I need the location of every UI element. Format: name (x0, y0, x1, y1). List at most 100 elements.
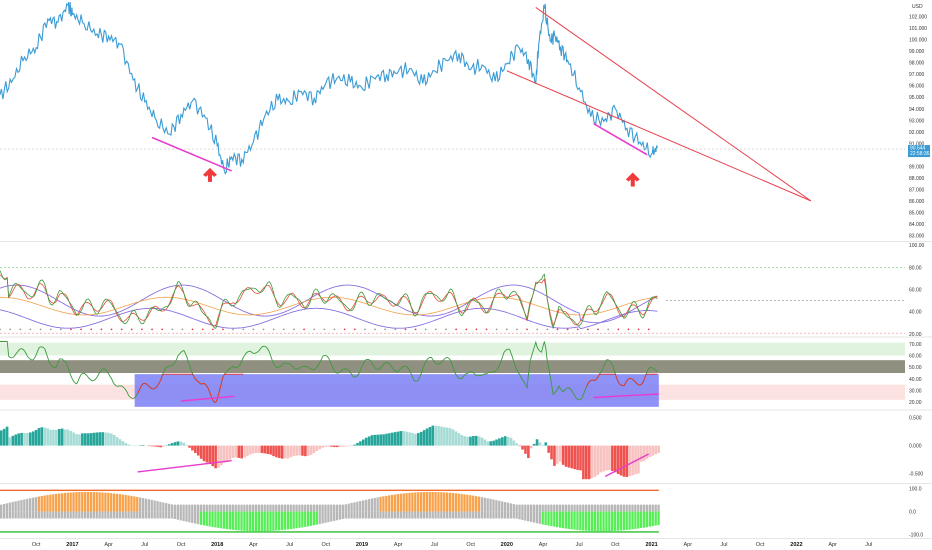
osc-signal-dot (252, 328, 255, 331)
price-divergence-line-2018 (151, 136, 232, 172)
histogram-bar (60, 428, 64, 446)
bottom-bar-lower (318, 511, 321, 525)
bottom-bar-upper (254, 504, 258, 512)
bottom-bar-lower (75, 511, 78, 519)
bottom-bar-upper (608, 504, 611, 512)
histogram-bar (49, 429, 52, 446)
bottom-bar-lower (529, 511, 533, 522)
bottom-bar-lower (110, 511, 113, 519)
bottom-bar-lower (570, 511, 573, 530)
histogram-bar (251, 445, 255, 454)
up-arrow-icon (202, 167, 217, 182)
bottom-bar-lower (249, 511, 252, 532)
osc-tick-label: 60.00 (909, 288, 922, 294)
histogram-bar (587, 445, 591, 480)
bottom-bar-upper (170, 504, 174, 512)
bottom-bar-lower (127, 511, 130, 519)
osc-signal-dot (293, 328, 295, 331)
bottom-bar-upper (474, 496, 478, 512)
osc-signal-dot (647, 328, 650, 331)
bottom-bar-lower (8, 511, 12, 519)
wedge-lower-trendline (506, 70, 812, 202)
price-tick-label: 96.000 (909, 84, 925, 90)
up-arrow-icon (625, 172, 640, 187)
histogram-bar (263, 445, 267, 454)
bottom-bar-upper (570, 504, 573, 512)
bottom-bar-upper (81, 491, 84, 512)
bottom-bar-lower (101, 511, 104, 519)
bottom-bar-upper (503, 502, 507, 512)
bottom-bar-lower (52, 511, 55, 519)
bottom-bar-upper (561, 504, 565, 512)
bottom-bar-lower (347, 511, 350, 519)
bottom-bar-upper (243, 504, 246, 512)
osc-signal-dot (70, 328, 72, 331)
rsi-tick-label: 30.00 (909, 389, 922, 395)
bottom-bar-upper (196, 504, 200, 512)
histogram-bar (220, 445, 223, 466)
bottom-bar-upper (506, 502, 510, 512)
bottom-bar-upper (593, 504, 596, 512)
histogram-bar (619, 445, 623, 476)
bottom-bar-upper (266, 504, 269, 512)
bottom-bar-lower (344, 511, 347, 519)
bottom-bar-lower (5, 511, 9, 519)
bottom-bar-upper (486, 498, 489, 512)
bottom-bar-upper (260, 504, 263, 512)
bottom-bar-lower (263, 511, 266, 532)
histogram-bar (417, 433, 420, 446)
bottom-bar-upper (472, 495, 475, 512)
bottom-bar-lower (480, 511, 484, 519)
histogram-bar (17, 433, 20, 446)
osc-signal-dot (130, 328, 133, 331)
bottom-bar-upper (582, 504, 585, 512)
bottom-bar-lower (605, 511, 608, 532)
bottom-bar-upper (483, 497, 486, 512)
bottom-bar-lower (506, 511, 510, 519)
histogram-bar (112, 434, 116, 446)
histogram-bar (414, 433, 417, 446)
rsi-tick-label: 40.00 (909, 377, 922, 383)
histogram-bar (312, 445, 316, 453)
osc-signal-dot (384, 328, 387, 331)
histogram-bar (408, 432, 411, 446)
bottom-bar-lower (269, 511, 272, 531)
histogram-bar (503, 436, 507, 446)
bottom-bar-upper (501, 501, 504, 512)
bottom-bar-lower (170, 511, 174, 519)
bottom-bar-lower (454, 511, 457, 519)
bottom-bar-upper (176, 504, 179, 512)
bottom-bar-lower (60, 511, 64, 519)
bottom-bar-upper (408, 492, 411, 512)
histogram-bar (561, 445, 565, 465)
osc-signal-dot (597, 328, 599, 331)
osc-signal-dot (627, 328, 630, 331)
price-tick-label: 101.000 (909, 26, 927, 32)
bottom-bar-upper (95, 492, 98, 512)
histogram-bar (121, 441, 125, 446)
bottom-bar-lower (301, 511, 304, 528)
bottom-bar-upper (431, 491, 434, 512)
histogram-bar (362, 439, 365, 446)
price-tick-label: 84.000 (909, 222, 925, 228)
histogram-bar (228, 445, 232, 460)
bottom-bar-upper (225, 504, 229, 512)
bottom-bar-upper (466, 494, 469, 512)
bottom-bar-upper (390, 494, 394, 512)
bottom-bar-upper (159, 501, 162, 512)
bottom-bar-upper (52, 494, 55, 512)
histogram-bar (185, 444, 188, 446)
histogram-bar (353, 444, 356, 446)
histogram-bar (474, 435, 478, 446)
bottom-bar-lower (196, 511, 200, 525)
osc-signal-dot (566, 328, 569, 331)
histogram-bar (463, 436, 466, 446)
osc-signal-dot (617, 328, 620, 331)
bottom-bar-lower (532, 511, 536, 523)
bottom-bar-lower (283, 511, 287, 530)
rsi-tick-label: 60.00 (909, 354, 922, 360)
bottom-bar-upper (469, 495, 472, 512)
histogram-bar (584, 445, 588, 480)
bottom-bar-upper (350, 502, 353, 512)
